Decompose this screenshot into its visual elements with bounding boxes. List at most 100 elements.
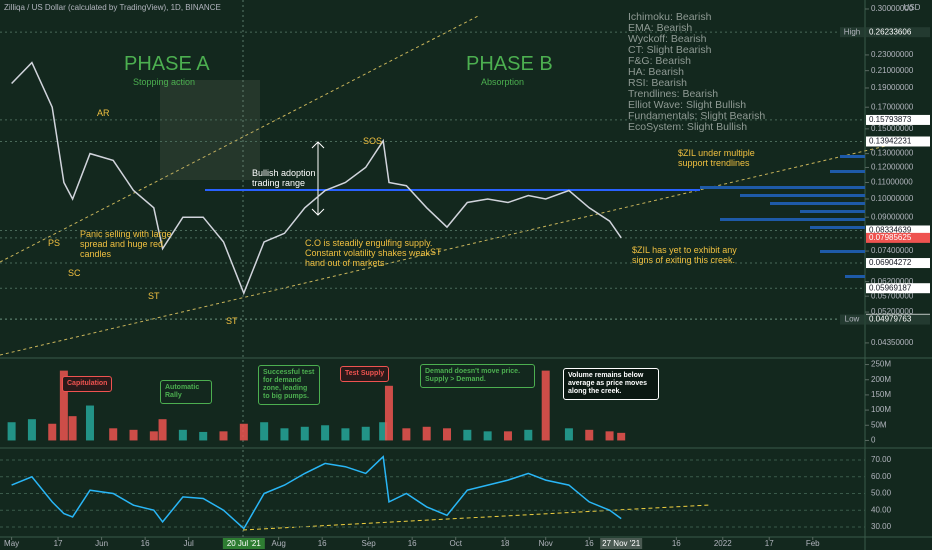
- y-tick-label: 0.13000000: [871, 149, 914, 158]
- price-tag: [866, 225, 930, 236]
- volume-tick-label: 100M: [871, 405, 891, 414]
- volume-bar: [129, 429, 138, 441]
- volume-bar: [384, 385, 393, 441]
- rsi-tick-label: 60.00: [871, 472, 892, 481]
- volume-bar: [341, 428, 350, 441]
- volume-bar: [85, 405, 94, 441]
- callout: Successful test for demand zone, leading…: [258, 365, 320, 405]
- x-tick-label: Sep: [362, 539, 377, 548]
- volume-tick-label: 50M: [871, 420, 887, 429]
- volume-bar: [402, 428, 411, 441]
- rsi-line: [11, 455, 622, 530]
- volume-bar: [617, 432, 626, 441]
- volume-profile: [700, 155, 865, 278]
- phase-label: PHASE A: [124, 53, 210, 75]
- volume-bar: [564, 428, 573, 441]
- rsi-tick-label: 70.00: [871, 455, 892, 464]
- y-tick-label: 0.23000000: [871, 50, 914, 59]
- price-tag-label: 0.05969187: [869, 283, 912, 292]
- price-tag-name: High: [844, 27, 860, 36]
- volume-bar: [300, 426, 309, 441]
- trendline: [0, 144, 891, 356]
- price-tag-label: 0.07985625: [869, 233, 912, 242]
- x-tick-label: 16: [585, 539, 594, 548]
- event-label: ST: [226, 316, 238, 326]
- price-tag: [866, 258, 930, 269]
- price-tag-label: 0.26233606: [869, 27, 912, 36]
- ichimoku-cloud: [160, 80, 260, 180]
- y-tick-label: 0.15000000: [871, 124, 914, 133]
- rsi-trendline: [242, 504, 711, 531]
- price-tag-label: 0.06904272: [869, 258, 912, 267]
- x-tick-label: Jun: [95, 539, 108, 548]
- chart-title: Zilliqa / US Dollar (calculated by Tradi…: [4, 3, 221, 12]
- event-label: SOS: [363, 136, 383, 146]
- volume-bar: [149, 431, 158, 441]
- note: $ZIL has yet to exhibit any signs of exi…: [632, 245, 737, 265]
- x-tick-label: 2022: [714, 539, 732, 548]
- rating: EcoSystem: Slight Bullish: [628, 121, 748, 133]
- volume-bar: [361, 426, 370, 441]
- volume-bar: [422, 426, 431, 441]
- y-tick-label: 0.17000000: [871, 102, 914, 111]
- x-tick-label: Nov: [539, 539, 553, 548]
- note: Panic selling with large spread and huge…: [80, 229, 172, 259]
- ratings-list: Ichimoku: Bearish EMA: Bearish Wyckoff: Be…: [628, 12, 765, 133]
- currency-label: USD: [904, 3, 921, 12]
- rating: HA: Bearish: [628, 66, 685, 78]
- volume-bar: [443, 428, 452, 441]
- rating: Fundamentals: Slight Bearish: [628, 110, 766, 122]
- volume-bar: [158, 419, 167, 441]
- rating: Elliot Wave: Slight Bullish: [628, 99, 747, 111]
- x-tick-label: 16: [672, 539, 681, 548]
- volume-bar: [7, 422, 16, 441]
- volume-tick-label: 250M: [871, 360, 891, 369]
- volume-bar: [260, 422, 269, 441]
- price-tag-name: Low: [845, 315, 860, 324]
- volume-bar: [48, 423, 57, 441]
- y-tick-label: 0.10000000: [871, 194, 914, 203]
- y-tick-label: 0.06200000: [871, 277, 914, 286]
- event-label: SC: [68, 268, 81, 278]
- date-highlight: [222, 538, 265, 549]
- y-tick-label: 0.07400000: [871, 246, 914, 255]
- price-tag: [866, 283, 930, 294]
- phase-sublabel: Stopping action: [133, 77, 196, 87]
- rating: F&G: Bearish: [628, 55, 692, 67]
- event-label: ST: [430, 247, 442, 257]
- note: $ZIL under multiple support trendlines: [678, 148, 755, 168]
- rating: CT: Slight Bearish: [628, 44, 712, 56]
- volume-bar: [178, 429, 187, 441]
- callout: Demand doesn't move price. Supply > Dema…: [420, 364, 535, 388]
- volume-bar: [239, 423, 248, 441]
- rating: RSI: Bearish: [628, 77, 687, 89]
- volume-bar: [541, 370, 550, 441]
- y-tick-label: 0.12000000: [871, 163, 914, 172]
- price-tag: [866, 27, 930, 38]
- volume-bar: [109, 428, 118, 441]
- volume-bar: [379, 422, 388, 441]
- x-tick-label: May: [4, 539, 19, 548]
- x-tick-label: Oct: [449, 539, 462, 548]
- volume-bar: [524, 429, 533, 441]
- rsi-tick-label: 40.00: [871, 505, 892, 514]
- y-tick-label: 0.05200000: [871, 307, 914, 316]
- price-tag: [866, 136, 930, 147]
- volume-bar: [483, 431, 492, 441]
- x-tick-label: 16: [408, 539, 417, 548]
- rsi-tick-label: 30.00: [871, 522, 892, 531]
- date-highlight: [600, 538, 643, 549]
- y-tick-label: 0.04350000: [871, 338, 914, 347]
- volume-bar: [585, 429, 594, 441]
- event-label: PS: [48, 238, 61, 248]
- price-tag-label: 0.15793873: [869, 115, 912, 124]
- y-tick-label: 0.30000000: [871, 4, 914, 13]
- price-tag-name-bg: [840, 27, 864, 38]
- volume-bar: [199, 431, 208, 441]
- volume-bar: [59, 370, 68, 441]
- volume-bar: [68, 416, 77, 441]
- callout: Automatic Rally: [160, 380, 212, 404]
- volume-bar: [219, 431, 228, 441]
